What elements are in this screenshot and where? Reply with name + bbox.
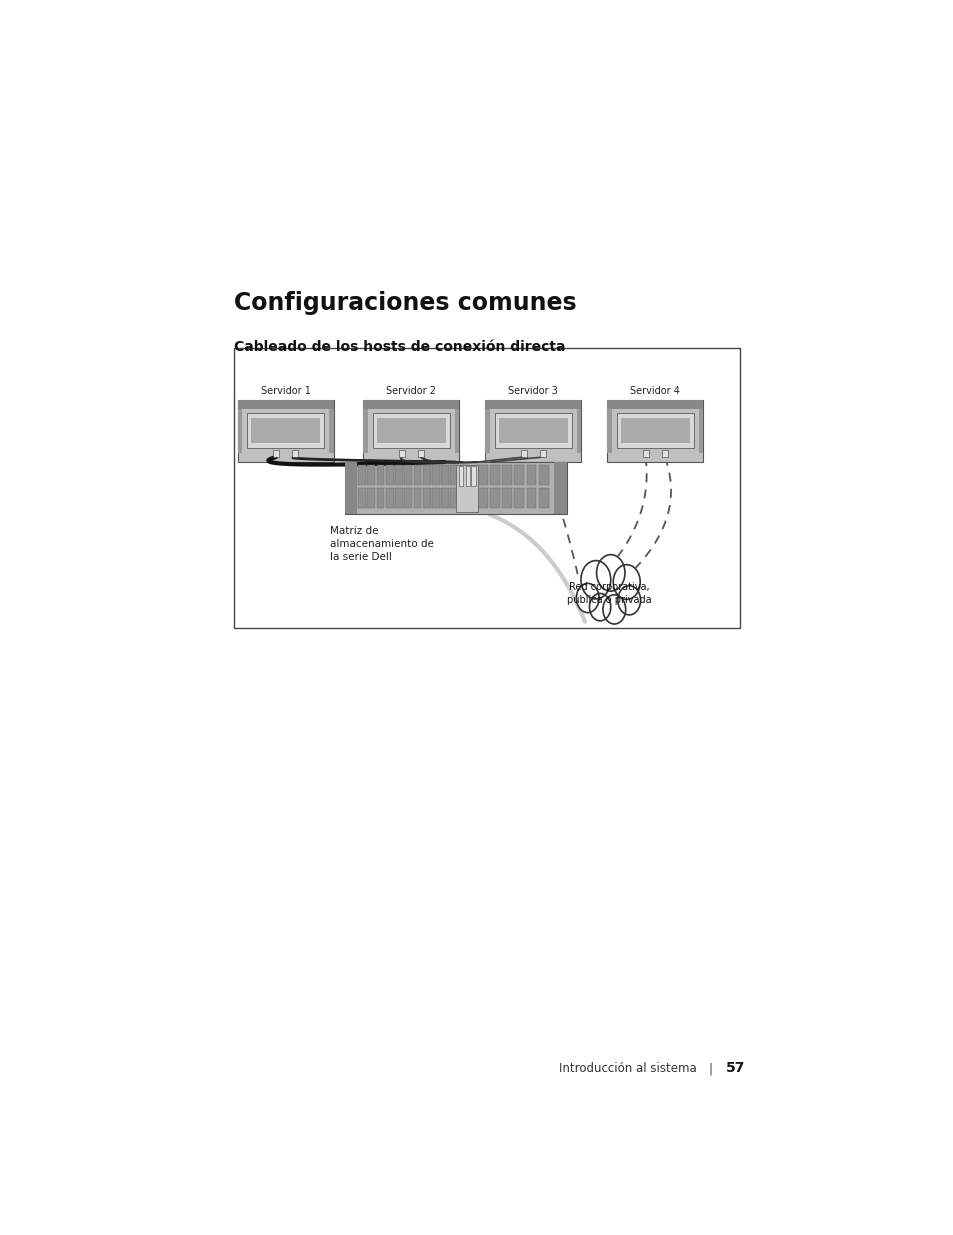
Bar [459, 466, 467, 485]
Circle shape [618, 585, 639, 615]
Bar [413, 488, 421, 508]
Bar [344, 462, 566, 514]
Bar [404, 488, 412, 508]
Bar [539, 450, 545, 457]
Circle shape [613, 564, 639, 599]
Bar [422, 466, 430, 485]
Text: Servidor 4: Servidor 4 [630, 387, 679, 396]
Bar [454, 410, 459, 453]
Bar [490, 466, 499, 485]
Text: Red corporativa,
pública o privada: Red corporativa, pública o privada [566, 583, 651, 605]
Bar [373, 412, 449, 448]
Bar [432, 488, 439, 508]
Bar [465, 466, 470, 485]
Bar [526, 466, 536, 485]
Bar [554, 462, 566, 514]
Text: Servidor 2: Servidor 2 [386, 387, 436, 396]
Bar [498, 419, 567, 443]
Bar [501, 488, 512, 508]
Bar [367, 466, 375, 485]
Bar [363, 400, 459, 462]
Circle shape [576, 583, 598, 613]
Bar [363, 400, 459, 410]
Circle shape [602, 595, 625, 624]
Circle shape [580, 561, 610, 599]
Text: Servidor 3: Servidor 3 [508, 387, 558, 396]
Bar [237, 400, 334, 410]
Bar [485, 410, 490, 453]
Bar [363, 410, 368, 453]
Bar [357, 488, 366, 508]
Bar [538, 466, 548, 485]
Bar [395, 466, 402, 485]
Bar [398, 450, 404, 457]
Bar [495, 412, 571, 448]
Bar [450, 488, 457, 508]
Bar [606, 410, 612, 453]
Bar [459, 488, 467, 508]
Bar [661, 450, 667, 457]
Bar [413, 466, 421, 485]
Bar [233, 348, 740, 629]
Bar [458, 466, 463, 485]
Bar [404, 466, 412, 485]
Bar [477, 488, 487, 508]
Bar [450, 466, 457, 485]
Bar [395, 488, 402, 508]
Bar [417, 450, 423, 457]
Bar [292, 450, 297, 457]
Bar [606, 400, 702, 462]
Bar [357, 466, 366, 485]
Circle shape [596, 555, 624, 592]
Bar [237, 400, 334, 462]
Bar [514, 466, 523, 485]
Bar [485, 400, 580, 410]
Bar [251, 419, 320, 443]
Text: Cableado de los hosts de conexión directa: Cableado de los hosts de conexión direct… [233, 341, 565, 354]
Bar [490, 488, 499, 508]
Bar [642, 450, 648, 457]
Bar [385, 488, 394, 508]
Text: Servidor 1: Servidor 1 [260, 387, 311, 396]
Bar [273, 450, 278, 457]
Bar [441, 488, 449, 508]
Bar [620, 419, 689, 443]
Bar [520, 450, 526, 457]
Bar [514, 488, 523, 508]
Bar [576, 410, 580, 453]
Text: 57: 57 [724, 1061, 744, 1076]
Bar [376, 466, 384, 485]
Bar [501, 466, 512, 485]
Bar [485, 400, 580, 462]
Bar [344, 462, 356, 514]
Text: |: | [708, 1062, 712, 1076]
Bar [538, 488, 548, 508]
Bar [329, 410, 334, 453]
Bar [376, 419, 445, 443]
Bar [376, 488, 384, 508]
Bar [698, 410, 702, 453]
Bar [606, 400, 702, 410]
Bar [422, 488, 430, 508]
Bar [367, 488, 375, 508]
Text: Introducción al sistema: Introducción al sistema [558, 1062, 697, 1076]
Text: Configuraciones comunes: Configuraciones comunes [233, 290, 576, 315]
Bar [247, 412, 324, 448]
Text: Matriz de
almacenamiento de
la serie Dell: Matriz de almacenamiento de la serie Del… [330, 526, 434, 562]
Bar [477, 466, 487, 485]
Bar [441, 466, 449, 485]
Bar [237, 410, 242, 453]
Bar [617, 412, 693, 448]
Circle shape [589, 594, 610, 621]
Bar [471, 466, 476, 485]
Bar [456, 464, 477, 511]
Bar [526, 488, 536, 508]
Bar [432, 466, 439, 485]
Bar [385, 466, 394, 485]
